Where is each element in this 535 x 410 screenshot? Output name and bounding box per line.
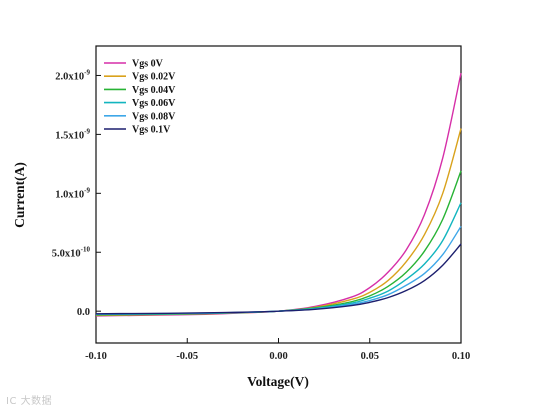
x-tick-label: -0.10 <box>85 351 107 362</box>
series-line-2 <box>95 170 462 316</box>
x-axis-ticks: -0.10 -0.05 0.00 0.05 0.10 <box>85 338 470 362</box>
y-tick-label: 0.0 <box>77 307 90 318</box>
x-tick-label: 0.05 <box>361 351 379 362</box>
watermark: IC 大数据 <box>6 396 53 407</box>
y-tick-label: 2.0x10-9 <box>55 68 90 82</box>
legend-label: Vgs 0.02V <box>132 72 176 83</box>
series-line-3 <box>95 202 462 316</box>
y-tick-label: 1.5x10-9 <box>55 127 90 141</box>
y-tick-label: 5.0x10-10 <box>52 245 91 259</box>
legend-label: Vgs 0.1V <box>132 125 171 136</box>
x-tick-label: -0.05 <box>176 351 198 362</box>
x-tick-label: 0.10 <box>452 351 470 362</box>
series-layer <box>95 72 462 317</box>
legend-label: Vgs 0.08V <box>132 111 176 122</box>
series-line-1 <box>95 128 462 317</box>
y-axis-title: Current(A) <box>12 162 27 228</box>
legend-label: Vgs 0.04V <box>132 85 176 96</box>
legend: Vgs 0V Vgs 0.02V Vgs 0.04V Vgs 0.06V Vgs 0.0… <box>104 59 176 136</box>
x-tick-label: 0.00 <box>269 351 287 362</box>
y-axis-ticks: 0.0 5.0x10-10 1.0x10-9 1.5x10-9 2.0x10-9 <box>52 68 101 318</box>
legend-label: Vgs 0.06V <box>132 98 176 109</box>
x-axis-title: Voltage(V) <box>247 374 309 389</box>
legend-label: Vgs 0V <box>132 59 164 70</box>
y-tick-label: 1.0x10-9 <box>55 186 90 200</box>
series-line-5 <box>95 243 462 315</box>
series-line-4 <box>95 225 462 315</box>
